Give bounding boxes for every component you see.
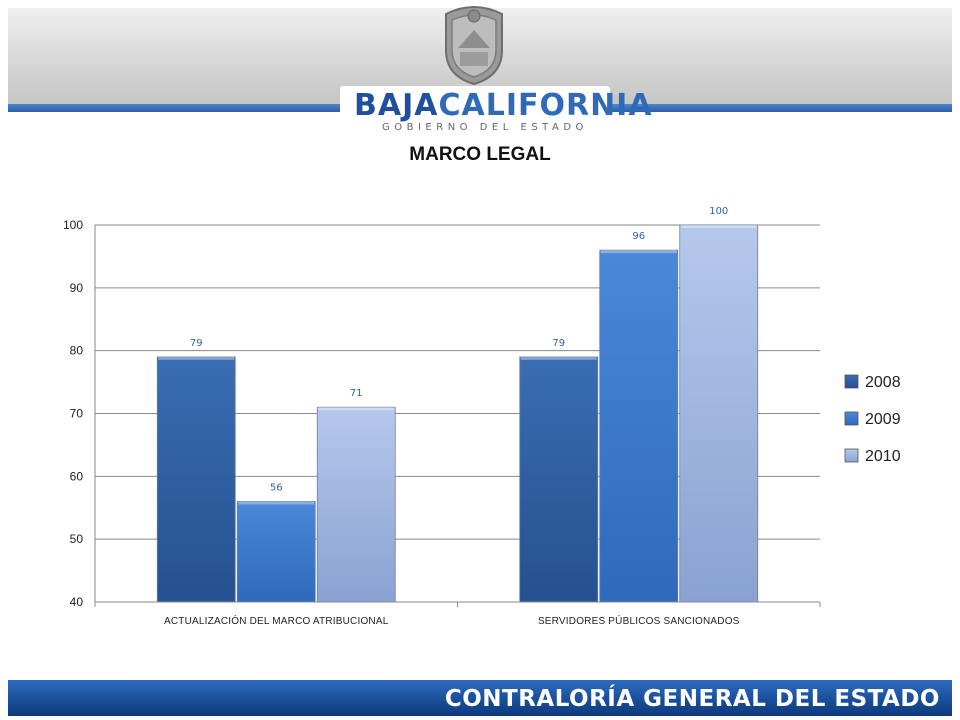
bar-2008 <box>156 356 236 603</box>
legend-label: 2010 <box>865 448 901 465</box>
x-category-label: ACTUALIZACIÓN DEL MARCO ATRIBUCIONAL <box>164 614 389 627</box>
bar-highlight <box>318 407 395 411</box>
legend-swatch <box>844 448 859 463</box>
bar-highlight <box>238 501 315 505</box>
bar-chart: 79 56 71 79 96 100 40 50 60 70 80 90 100 ACTUALIZACI… <box>63 206 901 627</box>
data-label: 79 <box>552 338 565 349</box>
y-tick-label: 90 <box>70 281 84 295</box>
bar-2009 <box>599 249 679 603</box>
y-tick-label: 40 <box>70 595 84 609</box>
x-category-label: SERVIDORES PÚBLICOS SANCIONADOS <box>538 614 740 627</box>
bar-highlight <box>520 356 597 360</box>
bar-2008 <box>519 356 599 603</box>
legend-swatch <box>844 374 859 389</box>
logo-wordmark: BAJACALIFORNIA <box>354 90 653 122</box>
logo-text-california: CALIFORNIA <box>438 88 653 123</box>
logo-text-baja: BAJA <box>354 88 439 123</box>
bar-highlight <box>680 225 757 228</box>
logo-subtitle: GOBIERNO DEL ESTADO <box>382 122 588 133</box>
footer-band <box>8 680 952 716</box>
footer-title: CONTRALORÍA GENERAL DEL ESTADO <box>444 686 940 712</box>
y-tick-label: 70 <box>70 407 84 421</box>
y-tick-label: 80 <box>70 344 84 358</box>
chart-title: MARCO LEGAL <box>409 144 551 165</box>
bar-2009 <box>236 501 316 603</box>
legend-label: 2009 <box>865 411 901 428</box>
y-tick-label: 60 <box>70 469 84 483</box>
logo-wordmark-background <box>340 86 610 128</box>
bar-highlight <box>158 356 235 360</box>
y-tick-label: 100 <box>63 218 83 232</box>
state-seal-icon <box>445 6 503 86</box>
legend-swatch <box>844 411 859 426</box>
data-label: 96 <box>632 231 645 242</box>
legend-label: 2008 <box>865 374 901 391</box>
bar-2010 <box>679 224 759 603</box>
data-label: 56 <box>270 482 283 493</box>
logo: BAJACALIFORNIA GOBIERNO DEL ESTADO <box>340 4 652 134</box>
bar-highlight <box>600 250 677 254</box>
data-label: 100 <box>709 206 728 217</box>
data-label: 79 <box>190 338 203 349</box>
bar-2010 <box>316 406 396 603</box>
y-tick-label: 50 <box>70 532 84 546</box>
data-label: 71 <box>350 388 363 399</box>
